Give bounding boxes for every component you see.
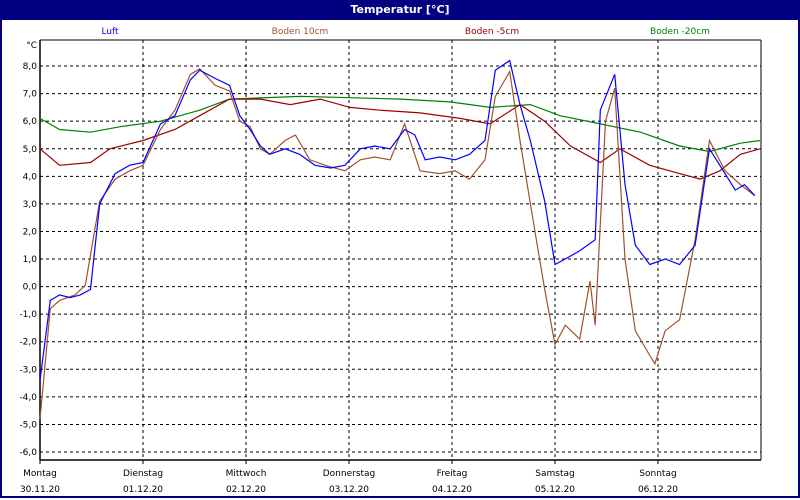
y-tick-label: 8,0 <box>23 62 38 72</box>
series-line-boden-10cm <box>39 68 756 419</box>
y-tick-label: 1,0 <box>23 255 38 265</box>
legend-entry: Luft <box>101 27 119 37</box>
x-tick-date-label: 05.12.20 <box>535 485 575 495</box>
y-tick-label: -4,0 <box>19 393 37 403</box>
x-tick-day-label: Dienstag <box>123 469 163 479</box>
legend-entry: Boden 10cm <box>272 27 329 37</box>
x-tick-date-label: 02.12.20 <box>226 485 266 495</box>
x-tick-date-label: 06.12.20 <box>638 485 678 495</box>
x-tick-date-label: 01.12.20 <box>123 485 163 495</box>
y-tick-label: -2,0 <box>19 338 37 348</box>
y-axis-unit-label: °C <box>26 41 37 51</box>
x-tick-day-label: Montag <box>23 469 57 479</box>
chart-title: Temperatur [°C] <box>0 0 800 20</box>
x-tick-day-label: Freitag <box>437 469 468 479</box>
chart-frame <box>0 20 800 498</box>
series-line-boden-20cm <box>39 95 761 153</box>
y-tick-label: 5,0 <box>23 145 38 155</box>
y-tick-label: 3,0 <box>23 200 38 210</box>
y-tick-label: -3,0 <box>19 365 37 375</box>
y-tick-label: -1,0 <box>19 310 37 320</box>
y-tick-label: 7,0 <box>23 90 38 100</box>
y-tick-label: 2,0 <box>23 227 38 237</box>
x-tick-day-label: Mittwoch <box>226 469 267 479</box>
y-tick-label: -5,0 <box>19 420 37 430</box>
series-line-boden-5cm <box>39 98 761 180</box>
legend-entry: Boden -5cm <box>465 27 519 37</box>
y-tick-label: 0,0 <box>23 283 38 293</box>
legend-entry: Boden -20cm <box>650 27 710 37</box>
y-tick-label: 6,0 <box>23 117 38 127</box>
x-tick-date-label: 04.12.20 <box>432 485 472 495</box>
x-tick-day-label: Samstag <box>535 469 574 479</box>
x-tick-day-label: Sonntag <box>639 469 676 479</box>
y-tick-label: -6,0 <box>19 448 37 458</box>
x-tick-date-label: 03.12.20 <box>329 485 369 495</box>
y-tick-label: 4,0 <box>23 172 38 182</box>
series-line-luft <box>39 59 756 381</box>
x-tick-date-label: 30.11.20 <box>20 485 60 495</box>
x-tick-day-label: Donnerstag <box>323 469 376 479</box>
